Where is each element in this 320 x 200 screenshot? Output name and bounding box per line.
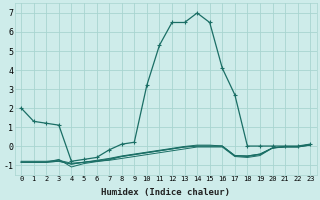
X-axis label: Humidex (Indice chaleur): Humidex (Indice chaleur) <box>101 188 230 197</box>
